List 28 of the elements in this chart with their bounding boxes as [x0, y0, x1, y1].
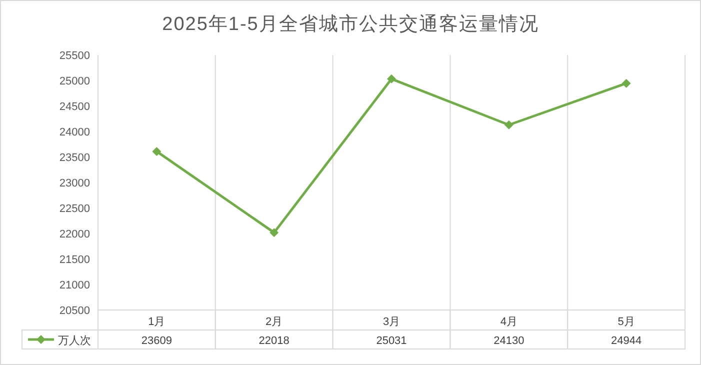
- legend-label: 万人次: [58, 335, 91, 347]
- y-tick-label: 23500: [59, 152, 90, 164]
- point: [152, 146, 162, 156]
- y-tick-label: 20500: [59, 305, 90, 317]
- y-tick-label: 22500: [59, 203, 90, 215]
- chart-title: 2025年1-5月全省城市公共交通客运量情况: [162, 13, 539, 35]
- x-tick-label: 4月: [500, 316, 518, 328]
- y-tick-label: 25000: [59, 76, 90, 88]
- x-tick-label: 1月: [148, 316, 166, 328]
- data-label: 24130: [494, 335, 524, 347]
- y-tick-label: 22000: [59, 228, 90, 240]
- point: [387, 74, 396, 84]
- y-tick-label: 25500: [59, 50, 90, 62]
- data-label: 24944: [611, 335, 642, 347]
- point: [504, 120, 514, 130]
- y-tick-label: 21000: [59, 280, 90, 292]
- x-tick-label: 5月: [618, 316, 635, 328]
- y-tick-label: 24500: [59, 101, 90, 113]
- y-tick-label: 23000: [59, 178, 90, 190]
- data-label: 23609: [141, 335, 172, 347]
- point: [622, 78, 631, 88]
- y-tick-label: 21500: [59, 254, 90, 266]
- point: [270, 228, 279, 238]
- x-tick-label: 3月: [382, 316, 400, 328]
- y-tick-label: 24000: [59, 126, 90, 138]
- x-tick-label: 2月: [266, 316, 283, 328]
- data-label: 25031: [376, 335, 407, 347]
- data-label: 22018: [258, 335, 290, 347]
